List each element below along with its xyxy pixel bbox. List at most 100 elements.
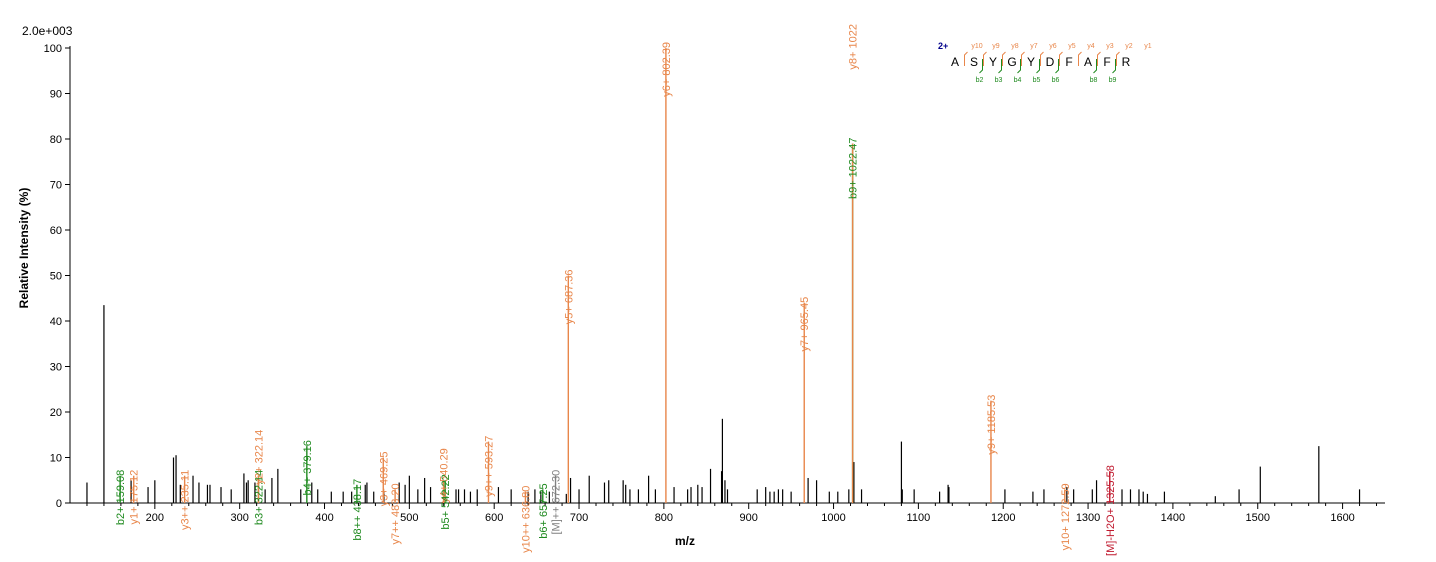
sequence-y-bracket	[1021, 51, 1025, 66]
sequence-y-ion: y4	[1087, 43, 1095, 50]
peak-label-y: y7+ 965.45	[799, 297, 811, 352]
peak-label-y: y3+ 469.25	[378, 452, 390, 507]
peak-label-b: b4+ 379.16	[302, 440, 314, 495]
y-tick-label: 0	[56, 498, 62, 510]
peak-label-y: y3++ 235.11	[180, 470, 192, 530]
sequence-y-ion: y6	[1049, 43, 1057, 50]
sequence-residue: Y	[989, 55, 997, 69]
x-tick-label: 600	[485, 512, 503, 524]
peak-label-y: y8+ 1022	[848, 24, 860, 70]
sequence-y-bracket	[983, 51, 987, 66]
peak-label-y: y6+ 802.39	[661, 42, 673, 97]
sequence-y-ion: y5	[1068, 43, 1076, 50]
x-tick-label: 1100	[907, 512, 931, 524]
x-tick-label: 800	[655, 512, 673, 524]
x-tick-label: 300	[230, 512, 248, 524]
x-tick-label: 200	[146, 512, 164, 524]
sequence-residue: A	[951, 55, 959, 69]
peak-label-y: y10++ 636.80	[520, 486, 532, 553]
peak-labels: b2+ 159.08 y1+ 175.12 y3++ 235.11 b3+ 322.1…	[115, 24, 1117, 556]
x-tick-label: 1400	[1161, 512, 1185, 524]
sequence-residue: S	[970, 55, 978, 69]
intensity-scale-label: 2.0e+003	[22, 24, 73, 38]
sequence-residue: F	[1103, 55, 1110, 69]
sequence-residue: G	[1007, 55, 1016, 69]
peak-series	[86, 48, 1361, 503]
y-axis-title: Relative Intensity (%)	[17, 188, 31, 309]
sequence-b-bracket	[1055, 59, 1059, 74]
sequence-b-bracket	[1017, 59, 1021, 74]
peak-label-b: b3+ 322.14	[253, 470, 265, 525]
x-tick-label: 1300	[1076, 512, 1100, 524]
sequence-b-ion: b6	[1052, 77, 1060, 84]
peak-label-y: y4+ 540.29	[439, 448, 451, 503]
y-tick-label: 60	[50, 225, 62, 237]
sequence-y-ion: y3	[1106, 43, 1114, 50]
y-tick-label: 50	[50, 271, 62, 283]
y-tick-label: 40	[50, 316, 62, 328]
x-axis-title: m/z	[675, 534, 695, 548]
peak-label-y: y10+ 1272.59	[1060, 483, 1072, 550]
sequence-b-ion: b2	[976, 77, 984, 84]
x-tick-label: 1500	[1245, 512, 1269, 524]
peak-label-special: [M]++ 672.30	[551, 470, 563, 535]
sequence-y-ion: y7	[1030, 43, 1038, 50]
y-tick-label: 10	[50, 453, 62, 465]
peak-label-b: b6+ 657.25	[538, 483, 550, 538]
sequence-b-ion: b4	[1014, 77, 1022, 84]
sequence-b-bracket	[1093, 59, 1097, 74]
sequence-y-ion: y1	[1144, 43, 1152, 50]
sequence-y-bracket	[1040, 51, 1044, 66]
peak-label-y: y9++ 593.27	[483, 436, 495, 497]
sequence-y-ion: y10	[971, 43, 982, 50]
sequence-b-ion: b3	[995, 77, 1003, 84]
sequence-y-ion: y8	[1011, 43, 1019, 50]
sequence-b-ion: b5	[1033, 77, 1041, 84]
sequence-y-ion: y2	[1125, 43, 1133, 50]
x-tick-label: 1000	[821, 512, 845, 524]
y-tick-label: 100	[44, 43, 62, 55]
x-tick-label: 700	[570, 512, 588, 524]
peak-label-b: b5+ 542.22	[440, 474, 452, 529]
sequence-y-bracket	[1002, 51, 1006, 66]
peak-label-b: b2+ 159.08	[115, 470, 127, 525]
sequence-residue: R	[1122, 55, 1131, 69]
y-tick-label: 30	[50, 362, 62, 374]
peak-label-y: y2+ 322.14	[253, 430, 265, 485]
x-tick-label: 400	[315, 512, 333, 524]
sequence-b-bracket	[1112, 59, 1116, 74]
sequence-residue: F	[1065, 55, 1072, 69]
x-tick-label: 1600	[1330, 512, 1354, 524]
y-tick-label: 20	[50, 407, 62, 419]
y-tick-label: 90	[50, 89, 62, 101]
sequence-y-bracket	[1078, 51, 1082, 66]
x-tick-label: 1200	[991, 512, 1015, 524]
peak-label-y: y1+ 175.12	[129, 470, 141, 525]
sequence-b-ion: b8	[1090, 77, 1098, 84]
peak-label-y: y7++ 483.20	[390, 483, 402, 544]
sequence-b-bracket	[1036, 59, 1040, 74]
sequence-residue: A	[1084, 55, 1092, 69]
sequence-y-bracket	[1059, 51, 1063, 66]
sequence-b-bracket	[979, 59, 983, 74]
sequence-y-ion: y9	[992, 43, 1000, 50]
charge-state-label: 2+	[938, 41, 948, 51]
peak-label-b: b9+ 1022.47	[848, 138, 860, 199]
sequence-residue: Y	[1027, 55, 1035, 69]
sequence-residue: D	[1046, 55, 1055, 69]
y-tick-label: 70	[50, 180, 62, 192]
sequence-b-ion: b9	[1109, 77, 1117, 84]
peak-label-y: y5+ 687.36	[563, 270, 575, 325]
sequence-y-bracket	[1097, 51, 1101, 66]
x-tick-label: 500	[400, 512, 418, 524]
x-tick-label: 900	[740, 512, 758, 524]
peak-label-b: b8++ 438.17	[352, 479, 364, 541]
peak-label-y: y9+ 1185.53	[986, 395, 998, 455]
sequence-y-bracket	[964, 51, 968, 66]
sequence-y-bracket	[1116, 51, 1120, 66]
peak-label-precursor: [M]-H2O+ 1325.58	[1105, 465, 1117, 556]
sequence-b-bracket	[998, 59, 1002, 74]
y-tick-label: 80	[50, 134, 62, 146]
